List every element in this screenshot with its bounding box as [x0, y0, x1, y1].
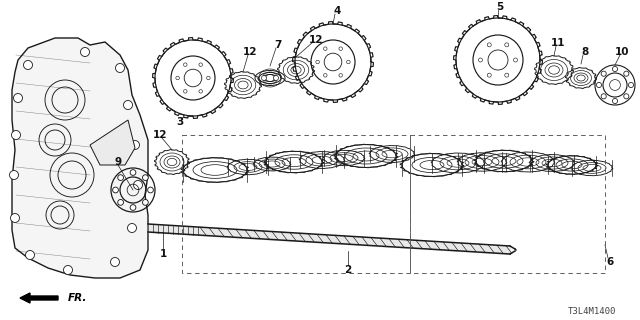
- Circle shape: [127, 223, 136, 233]
- Circle shape: [12, 131, 20, 140]
- Text: 10: 10: [615, 47, 629, 57]
- Circle shape: [111, 258, 120, 267]
- Circle shape: [624, 94, 629, 99]
- Text: 12: 12: [153, 130, 167, 140]
- Circle shape: [624, 71, 629, 76]
- Text: T3L4M1400: T3L4M1400: [568, 308, 616, 316]
- Circle shape: [130, 170, 136, 175]
- Text: FR.: FR.: [68, 293, 88, 303]
- Bar: [182, 135, 410, 273]
- Circle shape: [130, 204, 136, 210]
- Circle shape: [115, 63, 125, 73]
- FancyArrow shape: [20, 293, 58, 303]
- Circle shape: [118, 199, 124, 205]
- Circle shape: [113, 187, 118, 193]
- Bar: [410, 135, 605, 273]
- Circle shape: [63, 266, 72, 275]
- Circle shape: [118, 175, 124, 180]
- Circle shape: [13, 93, 22, 102]
- Circle shape: [148, 187, 154, 193]
- Circle shape: [601, 94, 606, 99]
- Text: 3: 3: [177, 117, 184, 127]
- Text: 7: 7: [275, 40, 282, 50]
- Text: 2: 2: [344, 265, 351, 275]
- Circle shape: [24, 60, 33, 69]
- Circle shape: [596, 83, 602, 88]
- Text: 11: 11: [551, 38, 565, 48]
- Text: 9: 9: [115, 157, 122, 167]
- Text: 1: 1: [159, 249, 166, 259]
- Polygon shape: [90, 120, 135, 165]
- Circle shape: [262, 76, 266, 81]
- Circle shape: [143, 175, 148, 180]
- Circle shape: [273, 76, 278, 81]
- Text: 12: 12: [308, 35, 323, 45]
- Circle shape: [26, 251, 35, 260]
- Circle shape: [601, 71, 606, 76]
- Text: 4: 4: [333, 6, 340, 16]
- Circle shape: [81, 47, 90, 57]
- Circle shape: [131, 140, 140, 149]
- Circle shape: [628, 83, 634, 88]
- Circle shape: [124, 100, 132, 109]
- Circle shape: [10, 171, 19, 180]
- Circle shape: [10, 213, 19, 222]
- Text: 5: 5: [497, 2, 504, 12]
- Text: 8: 8: [581, 47, 589, 57]
- Polygon shape: [12, 38, 148, 278]
- Circle shape: [134, 180, 143, 189]
- Text: 6: 6: [606, 257, 614, 267]
- Circle shape: [612, 67, 618, 72]
- Circle shape: [143, 199, 148, 205]
- Circle shape: [612, 99, 618, 104]
- Text: 12: 12: [243, 47, 257, 57]
